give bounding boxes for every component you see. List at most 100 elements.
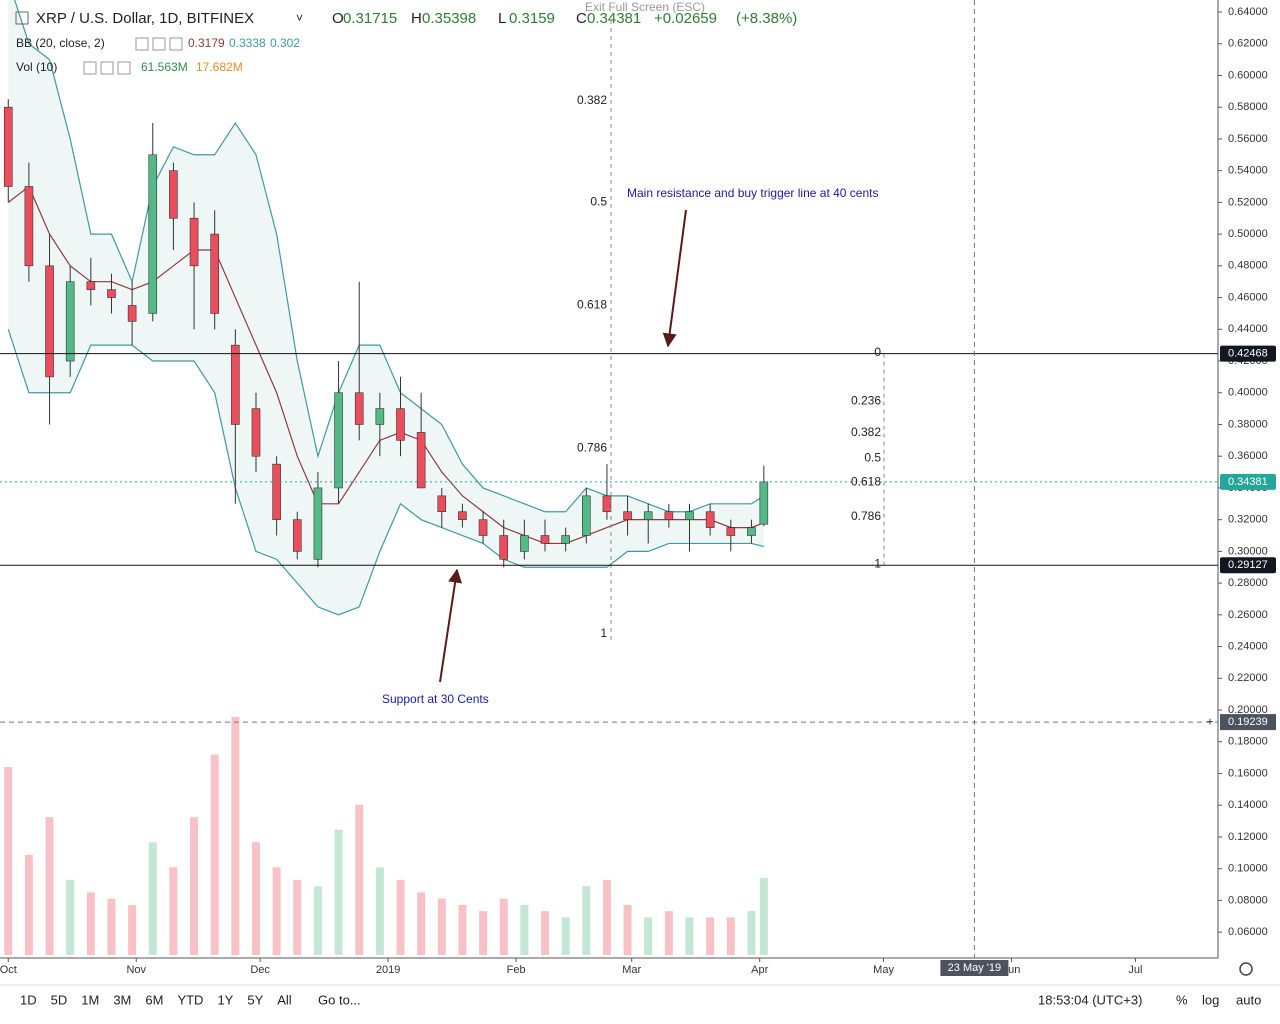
eye-icon[interactable] [135,37,149,51]
fib-level-label: 0.5 [590,195,607,209]
bottom-toolbar: 1D 5D 1M 3M 6M YTD 1Y 5Y All [20,992,292,1007]
y-tick-label: 0.48000 [1228,260,1268,272]
candle-body [45,265,54,378]
y-tick-label: 0.32000 [1228,514,1268,526]
ohlc-value: 0.31715 [343,10,397,27]
dropdown-caret[interactable]: ˅ [296,11,303,25]
ohlc-value: 0.34381 [587,10,641,27]
remove-icon[interactable] [117,61,131,75]
horizontal-level-tag-label: 0.29127 [1228,559,1268,571]
crosshair-date-label: 23 May '19 [948,962,1001,974]
remove-icon[interactable] [169,37,183,51]
annotation-arrow [439,568,463,683]
candle-body [458,511,467,520]
volume-bar [169,867,178,955]
range-button[interactable]: 5Y [247,992,263,1007]
volume-bar [726,917,735,955]
range-button[interactable]: 1D [20,992,37,1007]
range-button[interactable]: 3M [113,992,131,1007]
volume-bar [45,817,54,955]
goto-button[interactable]: Go to... [318,992,361,1007]
candle-body [272,463,281,520]
candle-body [65,281,75,362]
horizontal-level-tag [1220,557,1276,574]
x-tick-label: Oct [0,964,17,976]
percent-toggle[interactable]: % [1176,992,1188,1007]
y-tick-label: 0.40000 [1228,387,1268,399]
volume-bar [541,911,550,955]
y-tick-label: 0.14000 [1228,799,1268,811]
y-tick-label: 0.10000 [1228,863,1268,875]
candle-body [251,408,261,457]
fib-level-label: 1 [874,556,881,570]
y-tick-label: 0.30000 [1228,545,1268,557]
fib-level-label: 0.786 [851,509,881,523]
y-tick-label: 0.54000 [1228,165,1268,177]
volume-bar [128,904,137,955]
y-tick-label: 0.58000 [1228,101,1268,113]
y-tick-label: 0.38000 [1228,418,1268,430]
clock: 18:53:04 (UTC+3) [1038,992,1142,1007]
range-button[interactable]: All [277,992,292,1007]
candle-body [86,281,96,290]
candle-body [169,170,178,219]
candle-body [499,535,509,560]
range-button[interactable]: 6M [145,992,163,1007]
candle-body [623,511,632,520]
candle-body [478,519,488,536]
volume-bar [561,917,570,955]
ohlc-value: 0.35398 [422,10,476,27]
y-tick-label: 0.12000 [1228,831,1268,843]
settings-icon[interactable] [100,61,114,75]
volume-bar [86,892,95,955]
y-tick-label: 0.50000 [1228,228,1268,240]
fullscreen-hint[interactable]: Exit Full Screen (ESC) [585,0,705,14]
volume-bar [66,879,75,955]
last-price-tag-label: 0.34381 [1228,476,1268,488]
settings-icon[interactable] [152,37,166,51]
y-tick-label: 0.08000 [1228,894,1268,906]
candle-body [540,535,550,544]
settings-gear[interactable] [1239,962,1253,976]
y-tick-label: 0.44000 [1228,323,1268,335]
eye-icon[interactable] [83,61,97,75]
crosshair-plus: + [1206,714,1213,728]
fib-level-label: 0.382 [577,93,607,107]
bb-value: 0.302 [270,36,300,50]
ohlc-letter: O [332,10,344,27]
auto-toggle[interactable]: auto [1236,992,1261,1007]
range-button[interactable]: YTD [177,992,203,1007]
crosshair-price-tag [1220,714,1276,731]
volume-bar [293,879,302,955]
fib-level-label: 1 [600,626,607,640]
bb-value: 0.3338 [229,36,266,50]
volume-bar [107,898,116,955]
collapse-icon[interactable] [15,11,29,25]
volume-bar [4,767,13,955]
candle-body [3,106,13,187]
x-tick-label: Feb [507,964,526,976]
fib-level-label: 0.618 [851,474,881,488]
x-tick-label: May [873,964,894,976]
range-button[interactable]: 5D [51,992,68,1007]
volume-bar [313,886,322,955]
y-tick-label: 0.60000 [1228,69,1268,81]
bb-upper-line [14,0,765,513]
volume-bar [231,717,240,955]
candle-body [726,527,736,536]
volume-bar [148,842,157,955]
range-button[interactable]: 1Y [217,992,233,1007]
volume-bar [479,911,488,955]
plot-area [0,0,1218,955]
fib-level-label: 0 [874,345,881,359]
symbol-title: XRP / U.S. Dollar, 1D, BITFINEX [36,10,254,27]
candle-body [148,154,158,314]
volume-bar [396,879,405,955]
candle-body [24,186,34,267]
volume-bar [24,854,33,955]
range-button[interactable]: 1M [81,992,99,1007]
volume-bar [458,904,467,955]
volume-bar [499,898,508,955]
log-toggle[interactable]: log [1202,992,1219,1007]
